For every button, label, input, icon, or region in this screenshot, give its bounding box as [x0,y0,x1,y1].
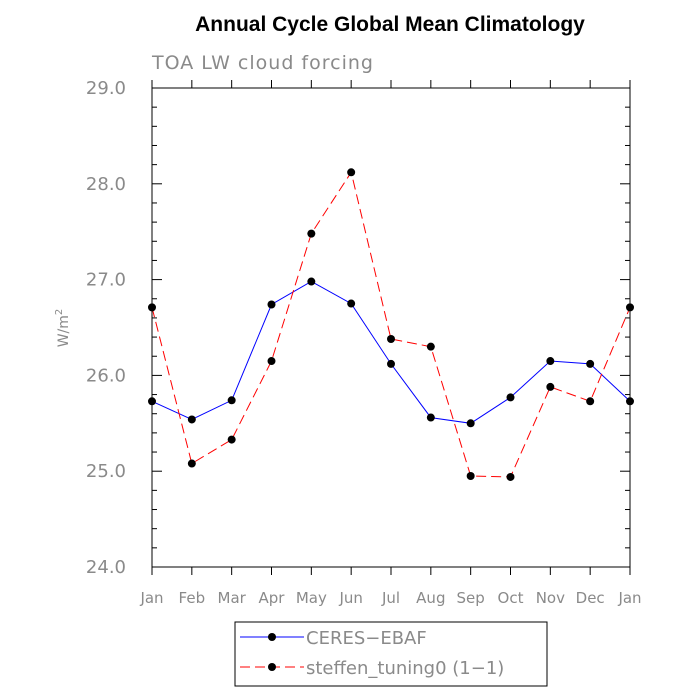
y-axis-label-superscript: 2 [54,309,65,315]
series-1-point [546,382,555,391]
series-1-point [267,357,276,366]
x-tick-label: Jul [381,589,400,607]
x-tick-label: Oct [498,589,524,607]
series-1-point [506,472,515,481]
chart-title: Annual Cycle Global Mean Climatology [195,13,585,36]
y-tick-label: 24.0 [86,557,126,578]
x-tick-labels: Jan Feb Mar Apr May Jun Jul Aug Sep Oct Nov Dec Jan [139,589,641,607]
series-1-point [426,342,435,351]
series-1-point [626,303,634,312]
plot-frame [151,87,631,568]
series-0-point [227,396,236,405]
series-1-point [307,229,316,238]
series-0-point [586,359,595,368]
series-1-point [148,303,156,312]
legend-label-steffen: steffen_tuning0 (1−1) [306,658,504,679]
x-tick-label: Apr [259,589,286,607]
series-1-point [586,397,595,406]
y-tick-label: 25.0 [86,461,126,482]
series-1-point [466,471,475,480]
legend-marker-steffen [268,663,276,671]
series-1-point [187,459,196,468]
series-1-point [347,168,356,177]
y-axis-label: W/m2 [54,309,72,348]
legend-label-ceres: CERES−EBAF [306,628,427,649]
x-tick-label: May [296,589,327,607]
series-0-point [187,415,196,424]
chart-subtitle: TOA LW cloud forcing [151,52,374,74]
x-tick-label: Feb [179,589,206,607]
y-tick-label: 27.0 [86,270,126,291]
series-line-0 [151,280,631,424]
legend-box [234,621,548,687]
x-tick-label: Dec [576,589,605,607]
series-1-point [387,334,395,343]
series-line-1 [151,171,631,478]
series-0-point [626,397,634,406]
series-0-point [387,359,395,368]
series-0-point [426,413,435,422]
series-1-point [227,435,236,444]
y-tick-label: 28.0 [86,174,126,195]
x-tick-label: Jun [338,589,362,607]
x-tick-label: Jan [617,589,641,607]
legend: CERES−EBAF steffen_tuning0 (1−1) [234,621,548,687]
x-tick-label: Aug [416,589,445,607]
y-tick-labels: 24.0 25.0 26.0 27.0 28.0 29.0 [86,78,126,578]
series-0-point [267,300,276,309]
legend-marker-ceres [268,633,276,641]
x-tick-label: Jan [139,589,163,607]
series-layer [148,168,634,481]
series-0-point [546,357,555,366]
axis-ticks [151,80,631,575]
y-tick-label: 29.0 [86,78,126,99]
series-0-point [307,277,316,286]
x-tick-label: Nov [536,589,565,607]
series-0-point [506,393,515,402]
series-0-point [148,397,156,406]
series-0-point [466,419,475,428]
y-tick-label: 26.0 [86,365,126,386]
x-tick-label: Mar [218,589,247,607]
x-tick-label: Sep [457,589,485,607]
series-0-point [347,299,356,308]
